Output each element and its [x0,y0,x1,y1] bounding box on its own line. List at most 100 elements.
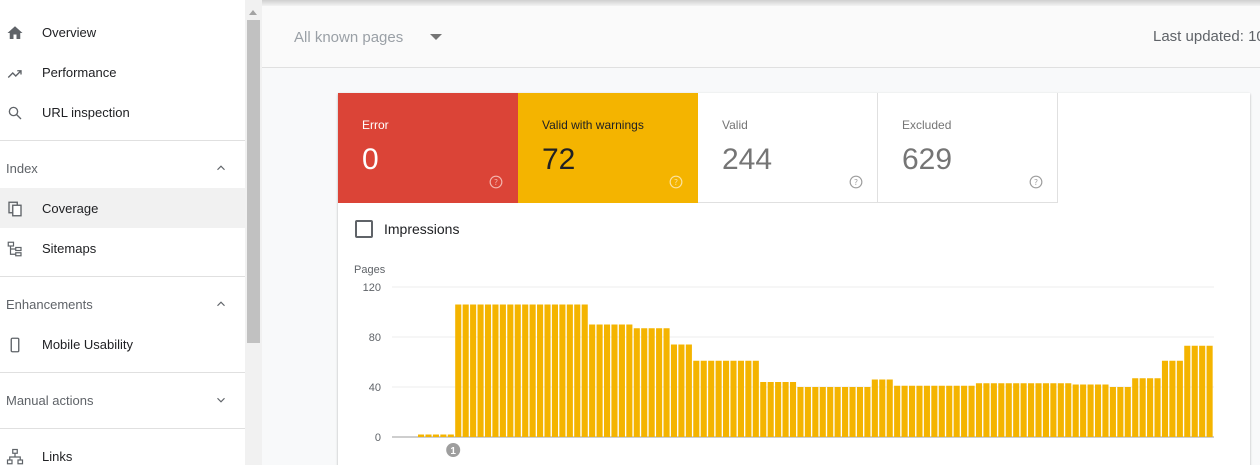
bar [693,360,700,437]
bar [1094,384,1102,437]
y-tick-label: 80 [369,332,381,344]
bar [670,344,678,437]
trending-up-icon [7,70,22,78]
svg-text:?: ? [674,178,678,187]
bar [879,379,886,437]
sidebar-section-enhancements[interactable]: Enhancements [0,284,245,324]
bar [626,324,633,437]
impressions-checkbox[interactable] [355,220,373,238]
annotation-label: 1 [450,446,456,457]
status-tile-valid-with-warnings[interactable]: Valid with warnings 72 ? [518,93,698,203]
help-icon[interactable]: ? [1029,175,1043,189]
scroll-up-arrow-icon[interactable] [249,10,257,15]
bar [656,328,663,437]
sidebar-item-url-inspection[interactable]: URL inspection [0,92,245,132]
tile-label: Error [362,118,389,132]
sidebar-item-label: URL inspection [42,104,130,120]
page-filter-dropdown[interactable]: All known pages [294,29,404,46]
bar [499,304,506,437]
help-icon[interactable]: ? [849,175,863,189]
bar [1161,360,1169,437]
divider [0,372,245,373]
bar [760,382,767,437]
phone-icon [10,337,20,353]
bar [1109,387,1116,437]
top-shadow [262,0,1260,6]
bar [484,304,492,437]
bar [663,328,670,437]
y-tick-label: 120 [363,282,381,294]
bar [522,304,529,437]
status-tile-error[interactable]: Error 0 ? [338,93,518,203]
status-tile-valid[interactable]: Valid 244 ? [698,93,878,203]
bar [1057,383,1064,437]
bar [581,304,588,437]
help-icon[interactable]: ? [669,175,683,189]
tile-value: 629 [902,143,953,176]
dropdown-caret-icon[interactable] [430,34,442,40]
bar [752,360,759,437]
sidebar-item-sitemaps[interactable]: Sitemaps [0,228,245,268]
bar [789,382,797,437]
chevron-down-icon [217,397,225,403]
tile-label: Valid [722,118,748,132]
chevron-up-icon [217,165,225,171]
main-content: All known pages Last updated: 10 Error 0… [262,0,1260,465]
bar [782,382,789,437]
sidebar-item-label: Links [42,448,73,464]
tile-value: 244 [722,143,773,176]
bar [827,387,834,437]
bar [566,304,573,437]
status-tile-excluded[interactable]: Excluded 629 ? [878,93,1058,203]
bar [767,382,774,437]
sidebar-item-coverage[interactable]: Coverage [0,188,245,228]
bar [812,387,819,437]
bar [507,304,514,437]
filter-bar: All known pages Last updated: 10 [262,6,1260,68]
tile-value: 0 [362,143,379,176]
bar [730,360,737,437]
bar [946,385,953,437]
bar [804,387,811,437]
sidebar-item-overview[interactable]: Overview [0,12,245,52]
sidebar-item-label: Sitemaps [42,240,97,256]
bar [1020,383,1027,437]
bar [1005,383,1012,437]
bar [685,344,692,437]
bar [894,385,901,437]
bar [700,360,707,437]
bar [723,360,730,437]
bar [975,383,983,437]
bar [529,304,536,437]
bar [1087,384,1094,437]
bar [968,385,975,437]
tile-value: 72 [542,143,576,176]
bar [462,304,469,437]
bar [715,360,722,437]
bar [842,387,849,437]
sidebar-item-mobile-usability[interactable]: Mobile Usability [0,324,245,364]
bar [1199,345,1206,437]
section-label: Enhancements [6,296,93,312]
bar [574,304,581,437]
bar [849,387,856,437]
sidebar-section-manual-actions[interactable]: Manual actions [0,380,245,420]
bar [1206,345,1213,437]
impressions-label[interactable]: Impressions [384,221,460,237]
bar [1124,387,1131,437]
scroll-thumb[interactable] [247,20,260,343]
sidebar-item-links[interactable]: Links [0,436,245,465]
divider [0,140,245,141]
bar [618,324,625,437]
sidebar-item-label: Overview [42,24,97,40]
help-icon[interactable]: ? [489,175,503,189]
bar [708,360,715,437]
sidebar-nav: Overview Performance URL inspection Inde… [0,0,245,465]
bar [737,360,744,437]
bar [990,383,997,437]
y-axis-label: Pages [354,264,386,276]
sidebar-section-index[interactable]: Index [0,148,245,188]
bar [856,387,864,437]
sidebar-item-performance[interactable]: Performance [0,52,245,92]
bar [886,379,893,437]
